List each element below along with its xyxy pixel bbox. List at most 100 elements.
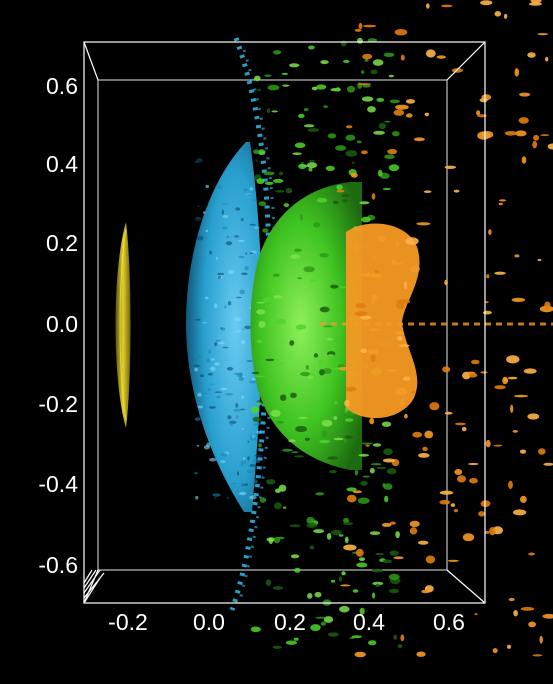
surface-speckle — [494, 385, 506, 390]
surface-speckle — [545, 56, 549, 62]
surface-speckle — [450, 503, 456, 507]
surface-speckle — [347, 85, 355, 93]
surface-speckle — [538, 448, 546, 455]
x-tick-label: 0.2 — [274, 609, 306, 635]
surface-speckle — [416, 651, 426, 657]
surface-speckle — [480, 371, 488, 374]
surface-speckle — [378, 122, 387, 130]
surface-speckle — [405, 237, 419, 246]
surface-speckle — [212, 493, 221, 497]
surface-speckle — [308, 159, 316, 162]
surface-speckle — [196, 235, 204, 241]
surface-speckle — [540, 134, 550, 137]
surface-speckle — [371, 568, 384, 573]
surface-speckle — [332, 200, 339, 205]
surface-speckle — [294, 248, 302, 252]
surface-speckle — [322, 368, 332, 375]
surface-speckle — [376, 97, 385, 102]
surface-speckle — [207, 372, 214, 376]
surface-speckle — [251, 377, 256, 381]
surface-speckle — [400, 398, 405, 406]
surface-speckle — [253, 75, 261, 82]
y-tick-label: 0.2 — [46, 230, 78, 256]
surface-speckle — [213, 303, 218, 309]
surface-speckle — [323, 105, 328, 108]
surface-speckle — [302, 285, 308, 289]
surface-speckle — [367, 106, 376, 113]
surface-speckle — [295, 324, 307, 330]
x-tick-label: 0.0 — [193, 609, 225, 635]
surface-speckle — [229, 421, 233, 427]
surface-speckle — [320, 621, 326, 626]
surface-speckle — [346, 487, 357, 492]
surface-speckle — [264, 181, 274, 185]
surface-speckle — [471, 359, 480, 365]
surface-speckle — [259, 497, 267, 503]
surface-speckle — [321, 188, 331, 192]
surface-speckle — [370, 463, 382, 466]
surface-speckle — [195, 318, 201, 321]
surface-speckle — [293, 637, 299, 641]
surface-speckle — [207, 388, 211, 391]
surface-speckle — [304, 437, 310, 441]
surface-speckle — [377, 169, 383, 177]
surface-speckle — [355, 303, 366, 309]
surface-speckle — [249, 495, 257, 500]
surface-speckle — [474, 613, 478, 616]
surface-speckle — [479, 98, 488, 103]
surface-speckle — [217, 272, 225, 276]
surface-speckle — [258, 201, 267, 207]
surface-speckle — [358, 22, 363, 30]
surface-speckle — [291, 451, 299, 454]
surface-speckle — [502, 376, 508, 385]
surface-speckle — [478, 511, 485, 517]
surface-speckle — [271, 286, 281, 294]
surface-speckle — [247, 456, 250, 461]
surface-speckle — [358, 557, 366, 561]
surface-speckle — [203, 211, 206, 215]
surface-speckle — [252, 199, 258, 201]
surface-speckle — [510, 404, 514, 413]
surface-speckle — [338, 366, 350, 371]
surface-speckle — [199, 374, 205, 377]
surface-speckle — [220, 452, 228, 457]
surface-speckle — [520, 495, 527, 503]
surface-speckle — [382, 188, 391, 190]
surface-speckle — [263, 171, 275, 176]
surface-speckle — [282, 84, 290, 87]
surface-speckle — [205, 184, 210, 189]
surface-speckle — [228, 301, 232, 306]
surface-speckle — [372, 443, 382, 447]
surface-speckle — [356, 140, 362, 144]
surface-speckle — [214, 362, 220, 366]
surface-speckle — [238, 376, 245, 382]
surface-speckle — [543, 462, 553, 466]
surface-speckle — [251, 435, 255, 439]
surface-speckle — [344, 536, 349, 544]
surface-speckle — [388, 164, 400, 172]
surface-speckle — [532, 654, 543, 657]
surface-speckle — [544, 301, 551, 309]
surface-speckle — [486, 274, 490, 279]
surface-speckle — [477, 131, 491, 140]
surface-speckle — [369, 531, 381, 535]
y-axis-tick-labels: 0.6 0.4 0.2 0.0 -0.2 -0.4 -0.6 — [38, 73, 78, 578]
surface-speckle — [240, 340, 246, 345]
surface-speckle — [238, 255, 245, 259]
surface-speckle — [235, 330, 241, 333]
surface-speckle — [244, 325, 252, 330]
surface-speckle — [232, 482, 237, 485]
surface-speckle — [528, 621, 536, 628]
surface-speckle — [321, 430, 328, 438]
surface-speckle — [514, 394, 528, 398]
surface-speckle — [340, 584, 351, 587]
surface-speckle — [247, 440, 250, 443]
surface-speckle — [194, 354, 201, 359]
surface-speckle — [404, 413, 408, 419]
surface-speckle — [313, 353, 319, 358]
surface-speckle — [345, 134, 356, 141]
surface-speckle — [252, 416, 261, 422]
surface-speckle — [253, 149, 260, 155]
surface-speckle — [226, 236, 229, 238]
